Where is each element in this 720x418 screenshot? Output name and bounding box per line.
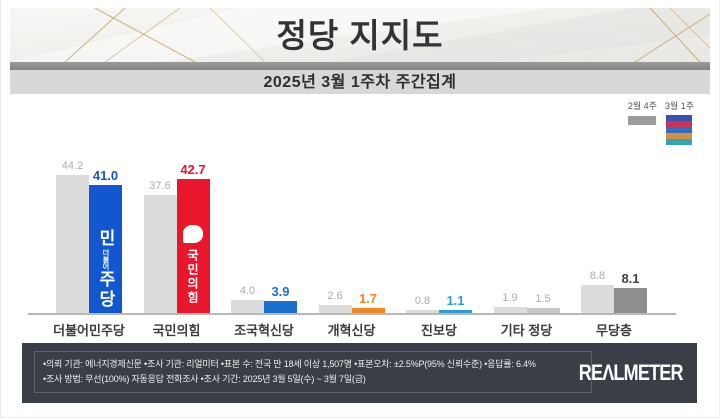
legend-prev-week: 2월 4주 bbox=[628, 99, 657, 145]
survey-info-line2: •조사 방법: 무선(100%) 자동응답 전화조사 •조사 기간: 2025년… bbox=[43, 374, 366, 384]
prev-week-bar bbox=[318, 304, 352, 313]
prev-value-label: 1.9 bbox=[502, 292, 518, 305]
category-label: 기타 정당 bbox=[500, 323, 553, 338]
legend-curr-swatch-stripe bbox=[666, 127, 693, 133]
current-value-label: 42.7 bbox=[180, 162, 206, 178]
legend-prev-swatch bbox=[628, 116, 657, 125]
current-week-bar bbox=[526, 308, 560, 313]
ppp-symbol-icon bbox=[183, 225, 203, 244]
legend-curr-label: 3월 1주 bbox=[664, 101, 694, 111]
current-value-label: 8.1 bbox=[621, 270, 640, 286]
minjoo-party-logo: 민더불어주당 bbox=[96, 228, 115, 310]
prev-week-bar bbox=[56, 174, 89, 313]
header-decoration-graphic bbox=[10, 8, 710, 62]
current-value-label: 1.5 bbox=[535, 293, 551, 306]
subtitle-band: 2025년 3월 1주차 주간집계 bbox=[10, 70, 710, 94]
ppp-party-logo: 국민의힘 bbox=[177, 225, 210, 305]
legend-curr-swatch bbox=[666, 115, 693, 145]
category-label: 조국혁신당 bbox=[234, 323, 294, 338]
current-value-label: 1.7 bbox=[358, 290, 378, 306]
legend-curr-week: 3월 1주 bbox=[665, 99, 694, 145]
prev-week-bar bbox=[581, 285, 614, 313]
current-value-label: 1.1 bbox=[446, 292, 465, 308]
prev-week-bar bbox=[406, 310, 439, 313]
prev-value-label: 8.8 bbox=[589, 270, 606, 283]
current-week-bar: 국민의힘 bbox=[176, 179, 210, 313]
realmeter-logo: REΛLMETER bbox=[579, 360, 684, 385]
header-banner: 정당 지지도 bbox=[10, 8, 710, 62]
chart-legend: 2월 4주 3월 1주 bbox=[628, 99, 694, 145]
category-label: 진보당 bbox=[421, 323, 457, 338]
legend-curr-swatch-stripe bbox=[666, 115, 693, 121]
x-axis-line bbox=[28, 313, 676, 315]
prev-value-label: 37.6 bbox=[149, 180, 171, 193]
prev-week-bar bbox=[493, 307, 527, 313]
current-week-bar bbox=[439, 309, 472, 313]
current-week-bar bbox=[351, 307, 385, 313]
prev-week-bar bbox=[143, 195, 177, 313]
footer: •의뢰 기관: 에너지경제신문 •조사 기관: 리얼미터 •표본 수: 전국 만… bbox=[22, 343, 697, 403]
current-value-label: 3.9 bbox=[271, 283, 290, 299]
legend-curr-swatch-stripe bbox=[666, 121, 693, 127]
prev-value-label: 44.2 bbox=[61, 159, 84, 172]
category-label: 무당층 bbox=[596, 323, 632, 338]
current-week-bar bbox=[614, 287, 647, 313]
legend-prev-label: 2월 4주 bbox=[627, 101, 657, 111]
category-label: 개혁신당 bbox=[327, 323, 376, 338]
prev-value-label: 2.6 bbox=[327, 289, 343, 302]
current-week-bar: 민더불어주당 bbox=[89, 184, 122, 313]
subtitle: 2025년 3월 1주차 주간집계 bbox=[263, 74, 457, 91]
current-week-bar bbox=[264, 300, 297, 313]
survey-info-line1: •의뢰 기관: 에너지경제신문 •조사 기관: 리얼미터 •표본 수: 전국 만… bbox=[43, 359, 536, 369]
prev-week-bar bbox=[231, 300, 264, 313]
survey-info-box: •의뢰 기관: 에너지경제신문 •조사 기관: 리얼미터 •표본 수: 전국 만… bbox=[34, 351, 592, 393]
legend-curr-swatch-stripe bbox=[666, 133, 693, 139]
page-title: 정당 지지도 bbox=[276, 17, 444, 54]
prev-value-label: 0.8 bbox=[414, 295, 431, 308]
current-value-label: 41.0 bbox=[92, 167, 119, 183]
prev-value-label: 4.0 bbox=[239, 285, 256, 298]
category-label: 국민의힘 bbox=[152, 323, 201, 338]
category-label: 더불어민주당 bbox=[53, 323, 125, 338]
header-divider bbox=[10, 62, 710, 70]
legend-curr-swatch-stripe bbox=[666, 139, 693, 145]
